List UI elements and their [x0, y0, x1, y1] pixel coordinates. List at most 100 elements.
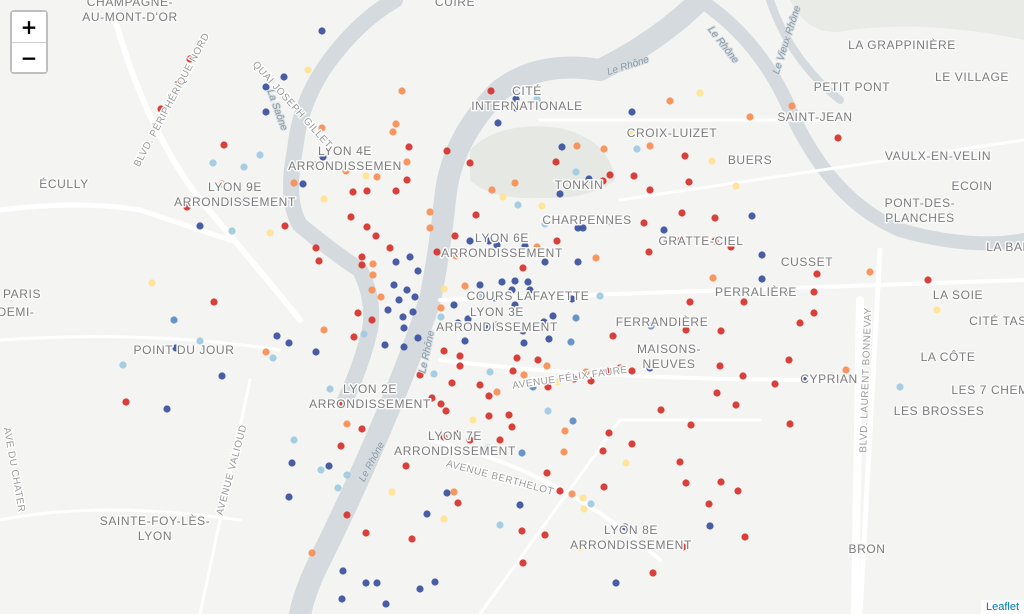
- place-label: QUAI JOSEPH GILLET: [249, 58, 336, 152]
- place-label: GRATTE-CIEL: [657, 233, 744, 250]
- marker: [512, 95, 520, 103]
- marker: [299, 180, 307, 188]
- marker: [599, 447, 607, 455]
- marker: [218, 372, 226, 380]
- place-name: CHAMPAGNE-: [87, 0, 173, 9]
- marker: [933, 306, 941, 314]
- marker: [414, 267, 422, 275]
- place-name: LYON 2E: [343, 382, 397, 396]
- marker: [491, 294, 499, 302]
- marker: [666, 97, 674, 105]
- marker: [810, 288, 818, 296]
- marker: [317, 466, 325, 474]
- marker: [628, 440, 636, 448]
- marker: [574, 224, 582, 232]
- marker: [454, 319, 462, 327]
- marker: [437, 304, 445, 312]
- marker: [440, 285, 448, 293]
- marker: [788, 102, 796, 110]
- place-name: LYON 7E: [428, 429, 482, 443]
- marker: [783, 288, 791, 296]
- marker: [416, 585, 424, 593]
- place-name: ECOIN: [951, 179, 992, 193]
- place-label: BLVD. PÉRIPHÉRIQUE NORD: [129, 29, 214, 170]
- marker: [520, 339, 528, 347]
- water-label: Le Rhône: [357, 440, 387, 484]
- marker: [505, 411, 513, 419]
- place-name: CYPRIAN: [800, 372, 858, 386]
- marker: [717, 327, 725, 335]
- marker: [568, 490, 576, 498]
- marker: [402, 462, 410, 470]
- place-name: SAINTE-FOY-LÈS-: [100, 513, 211, 528]
- place-name: LYON: [138, 529, 172, 543]
- marker: [716, 362, 724, 370]
- zoom-out-button[interactable]: −: [12, 42, 46, 72]
- road-label: AVENUE FÉLIX FAURE: [512, 363, 629, 392]
- marker: [708, 157, 716, 165]
- marker: [496, 436, 504, 444]
- marker: [682, 326, 690, 334]
- marker: [573, 142, 581, 150]
- place-name: LYON 4E: [318, 144, 372, 158]
- attribution[interactable]: Leaflet: [980, 600, 1024, 614]
- marker: [363, 223, 371, 231]
- marker: [354, 309, 362, 317]
- marker: [319, 153, 327, 161]
- marker: [574, 101, 582, 109]
- marker: [454, 499, 462, 507]
- marker: [520, 371, 528, 379]
- marker: [616, 364, 624, 372]
- place-label: CITÉ TAS: [968, 312, 1024, 330]
- marker: [574, 258, 582, 266]
- marker: [440, 515, 448, 523]
- marker: [533, 95, 541, 103]
- marker: [358, 253, 366, 261]
- place-label: CYPRIAN: [799, 371, 859, 388]
- marker: [469, 416, 477, 424]
- marker: [454, 430, 462, 438]
- marker: [796, 319, 804, 327]
- marker: [337, 442, 345, 450]
- place-label: BUERS: [726, 152, 773, 169]
- zoom-control: + −: [10, 10, 48, 74]
- marker: [443, 489, 451, 497]
- marker: [334, 484, 342, 492]
- marker: [556, 190, 564, 198]
- marker: [386, 244, 394, 252]
- place-name: FERRANDIÈRE: [616, 314, 709, 329]
- place-name: PETIT PONT: [814, 80, 891, 94]
- marker: [350, 333, 358, 341]
- marker: [472, 211, 480, 219]
- place-name: CITÉ TAS: [969, 313, 1024, 328]
- marker: [406, 253, 414, 261]
- marker: [443, 147, 451, 155]
- place-name: PONT-DES-: [885, 196, 956, 210]
- marker: [285, 339, 293, 347]
- marker: [785, 356, 793, 364]
- marker: [529, 383, 537, 391]
- marker: [456, 362, 464, 370]
- place-label: SAINT-JEAN: [776, 109, 854, 126]
- marker: [392, 187, 400, 195]
- marker: [813, 270, 821, 278]
- place-label: VAULX-EN-VELIN: [883, 148, 992, 165]
- marker: [390, 281, 398, 289]
- marker: [228, 227, 236, 235]
- place-label: ÉCULLY: [38, 175, 90, 193]
- marker: [288, 459, 296, 467]
- marker: [705, 500, 713, 508]
- marker: [220, 141, 228, 149]
- marker: [499, 193, 507, 201]
- marker: [163, 405, 171, 413]
- marker: [541, 258, 549, 266]
- marker: [579, 494, 587, 502]
- marker: [170, 316, 178, 324]
- marker: [437, 313, 445, 321]
- zoom-in-button[interactable]: +: [12, 12, 46, 42]
